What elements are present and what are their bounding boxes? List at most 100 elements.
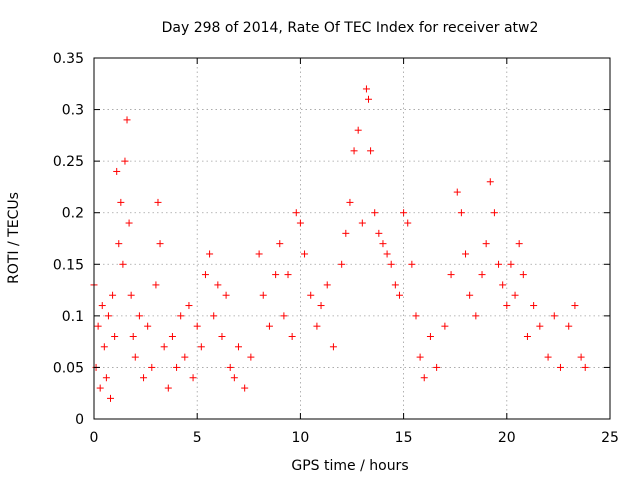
data-point — [125, 219, 133, 227]
data-point — [218, 332, 226, 340]
data-point — [507, 260, 515, 268]
data-point — [466, 291, 474, 299]
data-point — [197, 343, 205, 351]
data-point — [400, 209, 408, 217]
data-point — [441, 322, 449, 330]
data-point — [371, 209, 379, 217]
data-point — [383, 250, 391, 258]
data-point — [338, 260, 346, 268]
data-point — [367, 147, 375, 155]
data-point — [210, 312, 218, 320]
data-point — [127, 291, 135, 299]
data-point — [111, 332, 119, 340]
data-point — [416, 353, 424, 361]
data-point — [482, 240, 490, 248]
chart-title: Day 298 of 2014, Rate Of TEC Index for r… — [162, 20, 539, 36]
data-point — [342, 229, 350, 237]
data-point — [329, 343, 337, 351]
data-point — [104, 312, 112, 320]
data-point — [412, 312, 420, 320]
x-tick-label: 5 — [193, 430, 202, 446]
data-point — [404, 219, 412, 227]
data-point — [140, 374, 148, 382]
data-point — [495, 260, 503, 268]
data-point — [276, 240, 284, 248]
data-point — [499, 281, 507, 289]
data-point — [453, 188, 461, 196]
data-point — [222, 291, 230, 299]
data-point — [379, 240, 387, 248]
data-point — [193, 322, 201, 330]
data-point — [577, 353, 585, 361]
data-point — [354, 126, 362, 134]
data-point — [544, 353, 552, 361]
data-point — [148, 363, 156, 371]
data-point — [119, 260, 127, 268]
data-point — [515, 240, 523, 248]
data-point — [433, 363, 441, 371]
data-point — [284, 271, 292, 279]
data-point — [154, 198, 162, 206]
data-point — [100, 343, 108, 351]
data-point — [173, 363, 181, 371]
data-point — [457, 209, 465, 217]
data-point — [323, 281, 331, 289]
data-point — [164, 384, 172, 392]
data-point — [230, 374, 238, 382]
data-point — [519, 271, 527, 279]
data-point — [426, 332, 434, 340]
data-point — [292, 209, 300, 217]
data-point — [265, 322, 273, 330]
data-point — [185, 302, 193, 310]
y-tick-labels: 0 0.05 0.1 0.15 0.2 0.25 0.3 0.35 — [53, 51, 84, 428]
y-axis-label: ROTI / TECUs — [6, 192, 22, 284]
data-point — [131, 353, 139, 361]
data-point — [362, 85, 370, 93]
data-point — [395, 291, 403, 299]
data-point — [247, 353, 255, 361]
data-point — [391, 281, 399, 289]
data-point — [109, 291, 117, 299]
x-tick-label: 15 — [395, 430, 413, 446]
data-point — [472, 312, 480, 320]
grid-lines — [94, 58, 610, 419]
data-point — [241, 384, 249, 392]
plot-frame — [93, 57, 611, 420]
data-point — [144, 322, 152, 330]
data-point — [206, 250, 214, 258]
data-point — [168, 332, 176, 340]
data-point — [387, 260, 395, 268]
data-point — [490, 209, 498, 217]
x-tick-labels: 0 5 10 15 20 25 — [90, 430, 619, 446]
data-point — [581, 363, 589, 371]
data-point — [462, 250, 470, 258]
data-point — [350, 147, 358, 155]
data-point — [152, 281, 160, 289]
data-point — [113, 167, 121, 175]
data-point — [365, 95, 373, 103]
y-tick-label: 0.35 — [53, 51, 84, 67]
x-tick-label: 10 — [291, 430, 309, 446]
data-point — [226, 363, 234, 371]
data-point — [201, 271, 209, 279]
data-point — [135, 312, 143, 320]
data-point — [156, 240, 164, 248]
data-point — [280, 312, 288, 320]
data-point — [121, 157, 129, 165]
data-point — [181, 353, 189, 361]
data-point — [160, 343, 168, 351]
data-point — [123, 116, 131, 124]
data-point — [296, 219, 304, 227]
y-tick-label: 0.1 — [62, 309, 84, 325]
y-tick-label: 0.15 — [53, 257, 84, 273]
data-point — [96, 384, 104, 392]
y-tick-label: 0.2 — [62, 206, 84, 222]
y-tick-label: 0 — [75, 412, 84, 428]
data-point — [259, 291, 267, 299]
y-tick-label: 0.25 — [53, 154, 84, 170]
data-point — [375, 229, 383, 237]
data-point — [565, 322, 573, 330]
data-point — [129, 332, 137, 340]
scatter-points — [90, 85, 589, 402]
